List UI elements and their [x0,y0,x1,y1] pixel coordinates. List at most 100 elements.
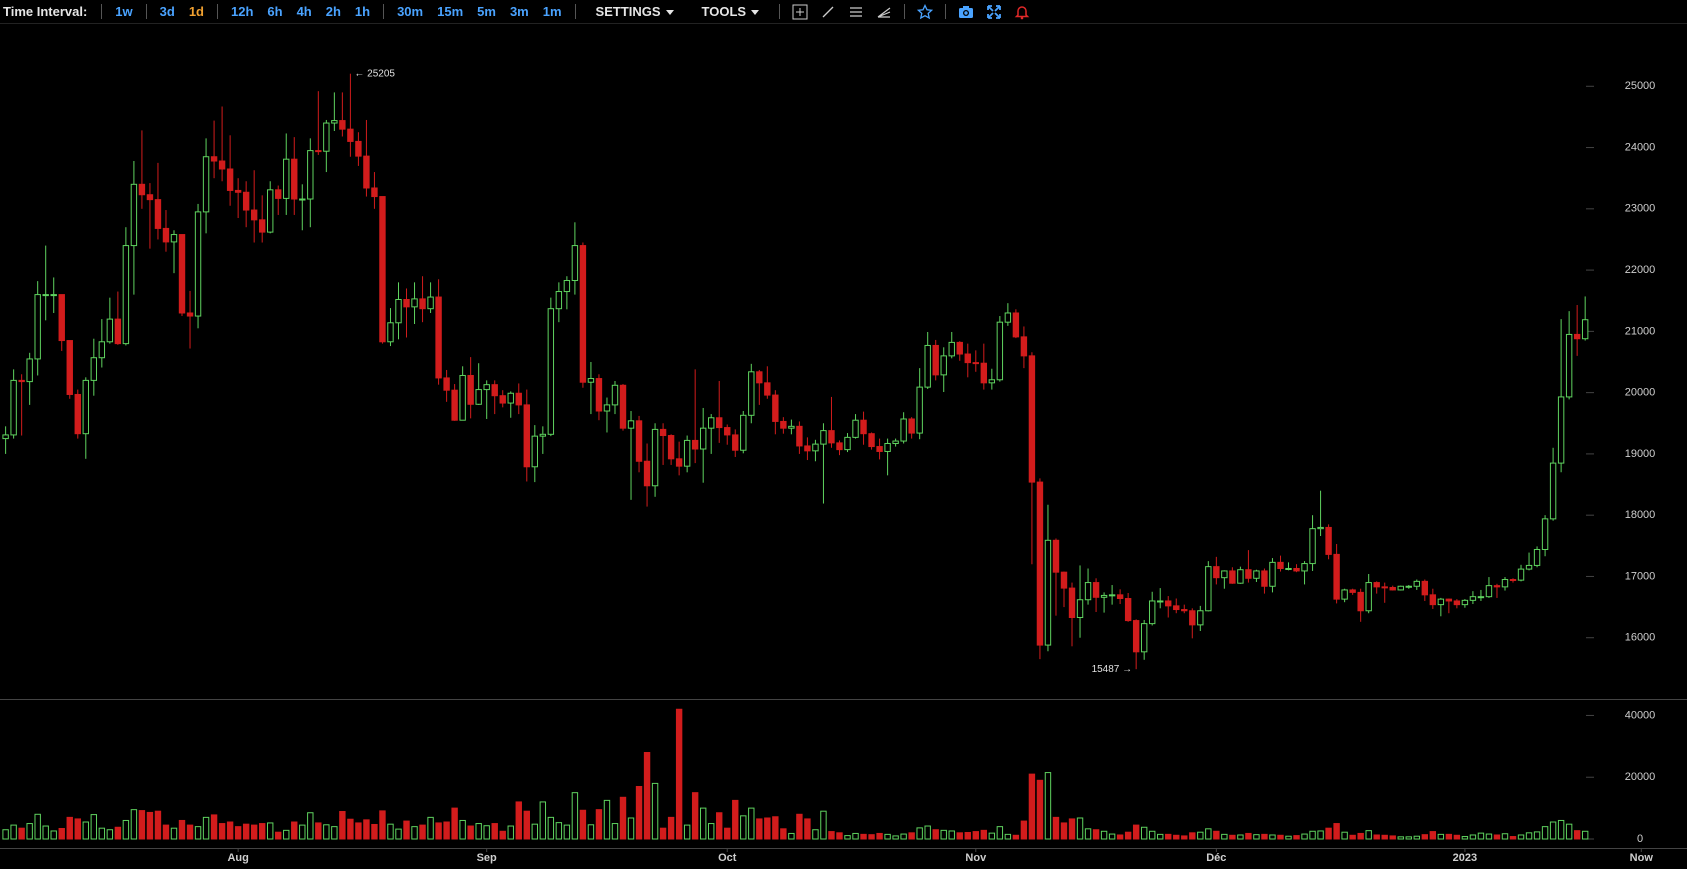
volume-bar [499,830,506,840]
volume-bar [708,823,715,840]
volume-bar [699,807,707,840]
volume-bar [667,816,675,840]
volume-bar [988,832,996,840]
x-tick-label: Sep [477,852,497,864]
volume-bar [1317,830,1324,840]
candle-body [1341,589,1348,600]
volume-bar [1237,834,1244,840]
candle-body [499,395,506,404]
volume-bar [267,822,274,840]
candle-body [1565,333,1573,398]
alert-button[interactable] [1014,4,1030,20]
candle-body [1453,600,1461,606]
interval-button[interactable]: 1d [188,4,204,19]
candle-body [956,341,963,355]
interval-button[interactable]: 2h [325,4,341,19]
volume-bar [1076,817,1084,840]
fullscreen-button[interactable] [986,4,1002,20]
volume-bar [26,823,33,840]
candle-body [940,355,947,376]
volume-bar [1108,833,1116,840]
candle-body [170,234,178,243]
volume-bar [659,827,667,840]
favorite-button[interactable] [917,3,934,20]
interval-button[interactable]: 30m [397,4,424,19]
x-tick-label: 2023 [1453,852,1477,864]
candle-body [1541,518,1549,550]
menu-button[interactable]: SETTINGS [596,4,674,19]
volume-bar [491,823,498,840]
candle-body [1461,599,1469,606]
candle-body [1269,561,1276,587]
volume-bar [146,811,154,840]
volume-bar [507,825,514,840]
candle-body [483,384,490,391]
volume-bar [924,825,931,840]
candle-body [820,430,827,445]
interval-button[interactable]: 3m [509,4,529,19]
interval-button[interactable]: 1h [354,4,371,19]
fan-tool[interactable] [876,4,892,20]
x-tick-label: Nov [965,852,987,864]
interval-button[interactable]: 3d [159,4,175,19]
candle-body [539,433,547,437]
candle-body [34,294,41,360]
crosshair-tool[interactable] [792,4,808,20]
volume-bar [884,833,891,840]
candle-body [1389,586,1396,591]
interval-button[interactable]: 12h [230,4,254,19]
snapshot-button[interactable] [958,4,974,20]
candle-body [451,389,458,421]
interval-button[interactable]: 6h [267,4,283,19]
volume-tick-label: 40000 [1625,709,1656,721]
menu-button[interactable]: TOOLS [702,4,760,19]
volume-bar [291,821,298,840]
separator [574,4,576,19]
volume-bar [1261,833,1268,840]
candle-body [1445,598,1453,602]
candle-body [18,379,25,383]
line-tool[interactable] [820,4,836,20]
candle-body [1365,582,1372,612]
candle-body [531,435,539,468]
volume-bar [756,818,763,840]
volume-bar [675,708,683,840]
candle-body [1052,539,1060,573]
candle-body [1165,600,1172,607]
interval-button[interactable]: 1m [542,4,562,19]
hline-tool[interactable] [848,4,864,20]
candle-body [812,443,819,452]
interval-button[interactable]: 5m [477,4,496,19]
y-tick-label: 21000 [1625,325,1656,337]
candle-body [122,245,130,345]
candle-body [387,322,394,343]
candle-body [50,294,57,297]
interval-button[interactable]: 15m [437,4,464,19]
candle-body [194,211,202,317]
volume-bar [234,826,242,840]
candle-body [675,458,683,467]
volume-bar [90,814,98,840]
interval-button[interactable]: 4h [296,4,312,19]
candle-body [908,418,915,434]
candle-body [10,379,17,436]
toolbar: Time Interval: 1w 3d 1d 12h 6h 4h 2h 1h 30m 15m 5m… [0,0,1687,24]
candle-body [1197,610,1204,626]
volume-bar [764,817,771,840]
candle-body [988,379,996,384]
volume-bar [1189,832,1196,840]
candle-body [1509,579,1517,582]
volume-bar [1541,826,1549,840]
candle-body [828,430,835,444]
candle-body [1469,596,1477,601]
volume-bar [467,825,474,840]
volume-bar [18,827,25,840]
candle-body [339,120,346,130]
candle-body [467,374,474,405]
candle-body [1036,481,1044,646]
interval-button[interactable]: 1w [115,4,133,19]
volume-tick-label: 0 [1637,833,1643,845]
candle-body [948,341,955,357]
candle-body [1140,623,1148,653]
separator [383,4,385,19]
